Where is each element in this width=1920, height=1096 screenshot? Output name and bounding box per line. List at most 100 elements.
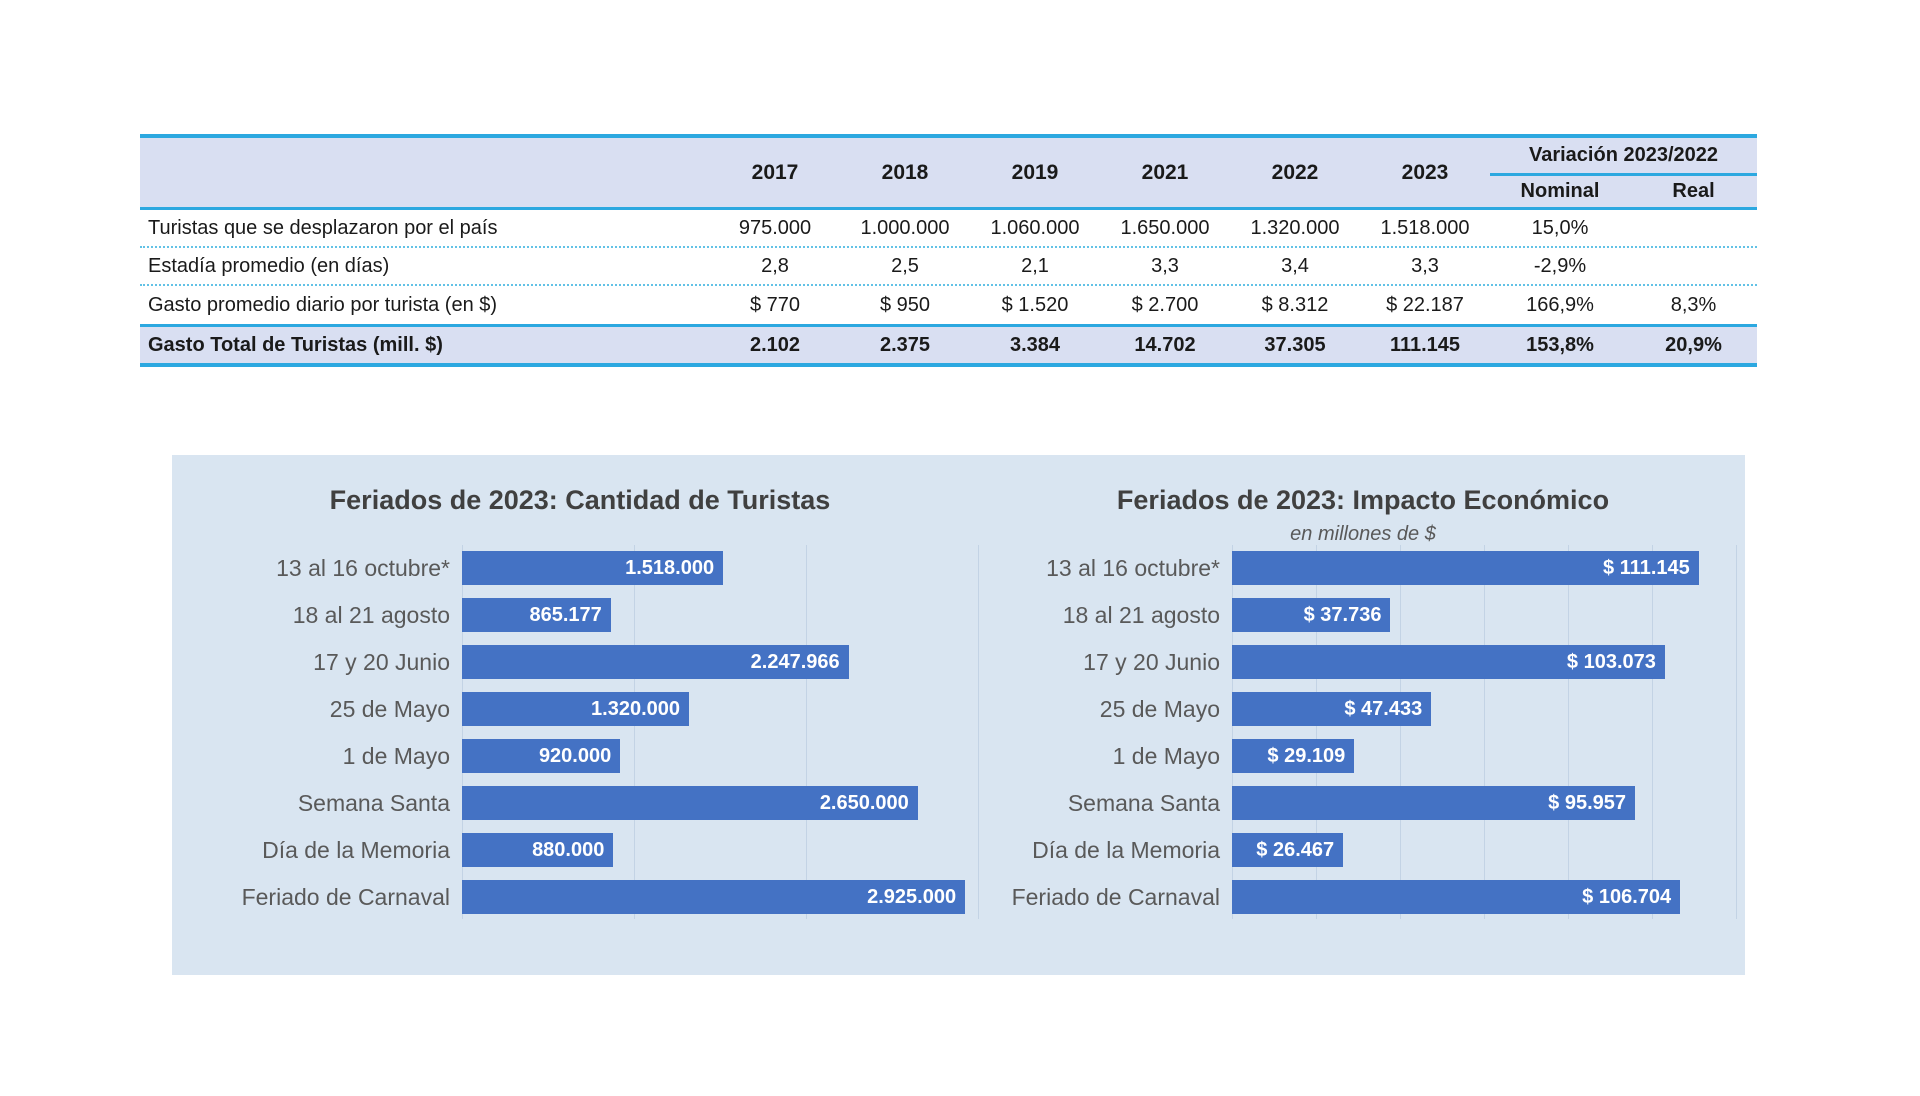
table-cell: 166,9%: [1526, 293, 1594, 316]
table-cell: $ 2.700: [1131, 293, 1199, 316]
bar-value-label: 2.925.000: [867, 885, 957, 908]
bar-value-label: $ 103.073: [1566, 650, 1656, 673]
table-cell: 1.060.000: [990, 216, 1080, 239]
table-cell: 153,8%: [1526, 333, 1594, 356]
chart-row: 18 al 21 agosto $ 37.736: [990, 592, 1736, 639]
category-label: 17 y 20 Junio: [313, 649, 450, 675]
table-cell: 3,3: [1411, 254, 1439, 277]
table-row-0: Turistas que se desplazaron por el país 9…: [140, 210, 1757, 248]
table-cell: $ 22.187: [1386, 293, 1464, 316]
bar: 2.247.966: [462, 645, 849, 679]
chart-row: Feriado de Carnaval 2.925.000: [182, 874, 978, 921]
bar: $ 37.736: [1232, 598, 1391, 632]
category-label: 17 y 20 Junio: [1083, 649, 1220, 675]
bar: 2.650.000: [462, 786, 918, 820]
bar-track: 2.925.000: [462, 874, 978, 921]
table-cell: $ 8.312: [1261, 293, 1329, 316]
chart-row: Día de la Memoria 880.000: [182, 827, 978, 874]
gridline: [1568, 545, 1569, 919]
bar-value-label: $ 106.704: [1582, 885, 1672, 908]
category-label: 18 al 21 agosto: [1062, 602, 1220, 628]
bar: 865.177: [462, 598, 611, 632]
table-cell: 20,9%: [1665, 333, 1722, 356]
table-cell: $ 770: [749, 293, 801, 316]
chart-subtitle: en millones de $: [1290, 522, 1436, 545]
bar: $ 111.145: [1232, 551, 1699, 585]
bar: $ 47.433: [1232, 692, 1432, 726]
bar: 880.000: [462, 833, 614, 867]
table-cell: 1.650.000: [1120, 216, 1210, 239]
bar-track: $ 29.109: [1232, 733, 1736, 780]
bar: $ 29.109: [1232, 739, 1355, 773]
bar-value-label: 920.000: [538, 744, 612, 767]
table-cell: 1.518.000: [1380, 216, 1470, 239]
bar-track: 880.000: [462, 827, 978, 874]
year-header-2019: 2019: [1011, 160, 1059, 184]
category-label: 1 de Mayo: [342, 743, 450, 769]
gridline: [1232, 545, 1233, 919]
table-cell: 3,3: [1151, 254, 1179, 277]
table-cell: 37.305: [1264, 333, 1326, 356]
category-label: 18 al 21 agosto: [292, 602, 450, 628]
gridline: [1400, 545, 1401, 919]
table-cell: 3.384: [1009, 333, 1061, 356]
table-cell: 1.320.000: [1250, 216, 1340, 239]
gridline: [978, 545, 979, 919]
chart-row: 17 y 20 Junio $ 103.073: [990, 639, 1736, 686]
year-header-2017: 2017: [751, 160, 799, 184]
gridlines-overlay: [1232, 545, 1737, 919]
bar-track: $ 111.145: [1232, 545, 1736, 592]
category-label: Feriado de Carnaval: [1011, 884, 1220, 910]
table-cell: 1.000.000: [860, 216, 950, 239]
table-header-label-spacer: [140, 138, 710, 207]
category-label: 13 al 16 octubre*: [1046, 555, 1220, 581]
bar-track: $ 103.073: [1232, 639, 1736, 686]
tourists-count-chart: Feriados de 2023: Cantidad de Turistas 1…: [182, 477, 979, 921]
bar-value-label: 2.247.966: [750, 650, 840, 673]
tourism-stats-table: 2017 2018 2019 2021 2022 2023 Variación 2023/…: [140, 134, 1757, 367]
year-header-2022: 2022: [1271, 160, 1319, 184]
bar: 1.518.000: [462, 551, 724, 585]
bar-value-label: $ 95.957: [1548, 791, 1627, 814]
bar-track: 920.000: [462, 733, 978, 780]
chart-row: Feriado de Carnaval $ 106.704: [990, 874, 1736, 921]
bar: 1.320.000: [462, 692, 690, 726]
chart-row: 18 al 21 agosto 865.177: [182, 592, 978, 639]
chart-row: 17 y 20 Junio 2.247.966: [182, 639, 978, 686]
chart-row: 13 al 16 octubre* $ 111.145: [990, 545, 1736, 592]
category-label: 1 de Mayo: [1112, 743, 1220, 769]
bar-value-label: 1.518.000: [625, 556, 715, 579]
category-label: 13 al 16 octubre*: [276, 555, 450, 581]
row-label: Turistas que se desplazaron por el país: [148, 216, 498, 239]
table-cell: 8,3%: [1670, 293, 1717, 316]
bar-track: 2.247.966: [462, 639, 978, 686]
table-cell: 2.375: [879, 333, 931, 356]
holiday-charts-panel: Feriados de 2023: Cantidad de Turistas 1…: [172, 455, 1745, 975]
bar-track: $ 37.736: [1232, 592, 1736, 639]
chart-plot-area: 13 al 16 octubre* $ 111.145 18 al 21 agost…: [990, 545, 1737, 921]
chart-subtitle-spacer: [182, 523, 978, 545]
chart-plot-area: 13 al 16 octubre* 1.518.000 18 al 21 agost…: [182, 545, 979, 921]
bar-track: 865.177: [462, 592, 978, 639]
bar: 920.000: [462, 739, 621, 773]
bar: $ 95.957: [1232, 786, 1636, 820]
chart-title: Feriados de 2023: Impacto Económico: [1116, 484, 1610, 515]
table-cell: -2,9%: [1533, 254, 1587, 277]
category-label: Feriado de Carnaval: [241, 884, 450, 910]
category-label: Semana Santa: [1067, 790, 1220, 816]
row-label: Gasto Total de Turistas (mill. $): [148, 333, 443, 356]
bar-track: 1.518.000: [462, 545, 978, 592]
bar-value-label: 880.000: [532, 838, 605, 861]
table-cell: 2,8: [761, 254, 789, 277]
table-row-1: Estadía promedio (en días) 2,8 2,5 2,1 3,3 3,…: [140, 248, 1757, 286]
bar-track: 2.650.000: [462, 780, 978, 827]
bar-value-label: $ 111.145: [1603, 556, 1690, 579]
table-cell: 15,0%: [1531, 216, 1589, 239]
category-label: Día de la Memoria: [262, 837, 450, 863]
gridline: [1736, 545, 1737, 919]
gridline: [634, 545, 635, 919]
chart-row: 25 de Mayo $ 47.433: [990, 686, 1736, 733]
table-row-2: Gasto promedio diario por turista (en $)…: [140, 286, 1757, 324]
chart-row: Día de la Memoria $ 26.467: [990, 827, 1736, 874]
